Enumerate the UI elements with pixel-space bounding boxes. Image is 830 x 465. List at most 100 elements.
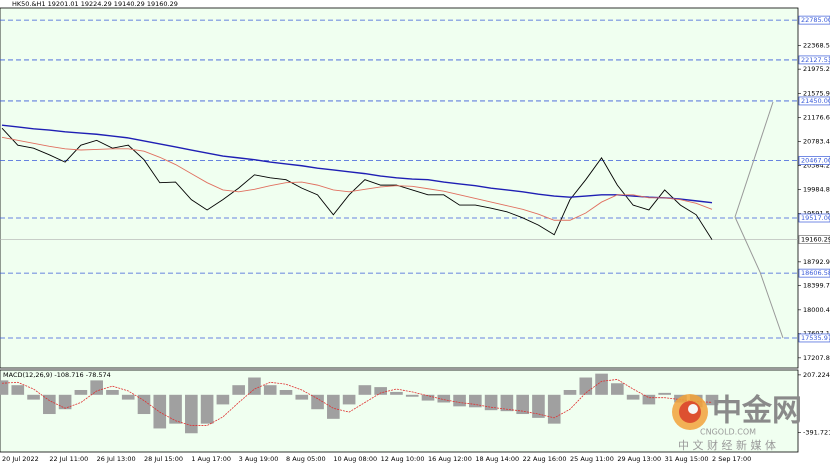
signal-line xyxy=(1,379,713,426)
histogram-bar xyxy=(705,394,719,406)
histogram-bar xyxy=(642,394,656,405)
projection-arrow xyxy=(734,101,774,218)
moving-average xyxy=(1,124,713,204)
histogram-bar xyxy=(342,394,356,405)
level-label: 17535.97 xyxy=(801,334,830,342)
histogram-bar xyxy=(137,394,151,415)
x-tick-label: 22 Jul 11:00 xyxy=(49,455,88,463)
histogram-bar xyxy=(121,394,135,400)
histogram-bar xyxy=(27,394,40,400)
histogram-bar xyxy=(232,385,245,395)
x-tick-label: 28 Jul 15:00 xyxy=(144,455,183,463)
x-tick-label: 29 Aug 13:00 xyxy=(617,455,661,463)
histogram-bar xyxy=(595,373,608,395)
histogram-bar xyxy=(11,385,25,395)
y-tick-label: 18792.95 xyxy=(803,258,830,266)
histogram-bar xyxy=(626,394,640,400)
histogram-bar xyxy=(263,385,277,395)
histogram-bar xyxy=(43,394,56,415)
level-label: 18606.58 xyxy=(801,269,830,277)
level-label-box xyxy=(798,268,830,278)
y-tick-label: 21975.25 xyxy=(803,65,830,73)
x-tick-label: 20 Jul 2022 xyxy=(2,455,39,463)
histogram-bar xyxy=(0,380,9,395)
y-tick-label: 17207.85 xyxy=(803,354,830,362)
level-label: 22785.00 xyxy=(801,16,830,24)
watermark: 中金网 CNGOLD.COM 中 文 财 经 新 媒 体 xyxy=(672,394,802,452)
logo-dot xyxy=(688,404,698,414)
level-label: 22127.53 xyxy=(801,56,830,64)
histogram-bar xyxy=(169,394,182,424)
histogram-bar xyxy=(453,394,466,407)
histogram-bar xyxy=(358,385,372,395)
last-price-label: 19160.29 xyxy=(801,236,830,244)
price-line xyxy=(1,127,713,240)
histogram-bar xyxy=(532,394,545,418)
x-tick-label: 31 Aug 15:00 xyxy=(665,455,709,463)
histogram-bar xyxy=(563,389,577,395)
histogram-bar xyxy=(390,391,403,395)
histogram-bar xyxy=(405,394,419,397)
histogram-bar xyxy=(658,392,671,395)
histogram-bar xyxy=(185,394,198,434)
x-tick-label: 1 Aug 17:00 xyxy=(191,455,231,463)
moving-average xyxy=(1,136,713,221)
level-label-box xyxy=(798,55,830,65)
projection-arrow xyxy=(734,216,784,339)
x-tick-label: 12 Aug 10:00 xyxy=(381,455,425,463)
x-tick-label: 26 Jul 13:00 xyxy=(97,455,136,463)
level-label-box xyxy=(798,15,830,25)
level-label-box xyxy=(798,333,830,343)
y-tick-label: 20783.40 xyxy=(803,137,830,145)
x-tick-label: 3 Aug 19:00 xyxy=(239,455,279,463)
histogram-bar xyxy=(516,394,529,415)
histogram-bar xyxy=(58,394,72,410)
y-tick-label: 19984.80 xyxy=(803,186,830,194)
histogram-bar xyxy=(374,387,387,395)
chart-title: HK50.&H1 19201.01 19224.29 19140.29 1916… xyxy=(12,0,178,8)
y-tick-label: 19591.55 xyxy=(803,209,830,217)
x-tick-label: 10 Aug 08:00 xyxy=(333,455,377,463)
histogram-bar xyxy=(90,380,103,395)
histogram-bar xyxy=(74,389,88,395)
level-label: 21450.00 xyxy=(801,97,830,105)
y-tick-label: 18399.70 xyxy=(803,282,830,290)
slogan: 中 文 财 经 新 媒 体 xyxy=(678,438,776,452)
y-tick-label: 20384.20 xyxy=(803,161,830,169)
x-tick-label: 22 Aug 16:00 xyxy=(523,455,567,463)
histogram-bar xyxy=(437,394,451,403)
plot-background xyxy=(0,7,799,369)
histogram-bar xyxy=(279,389,293,395)
level-label: 20467.00 xyxy=(801,156,830,164)
panel-title: MACD(12,26,9) -108.716 -78.574 xyxy=(3,371,111,379)
x-tick-label: 8 Aug 05:00 xyxy=(286,455,326,463)
histogram-bar xyxy=(611,383,624,395)
histogram-bar xyxy=(106,389,119,395)
y-tick-label: 18000.40 xyxy=(803,306,830,314)
histogram-bar xyxy=(216,394,230,405)
x-tick-label: 18 Aug 14:00 xyxy=(475,455,519,463)
histogram-bar xyxy=(327,394,340,419)
y-tick-label: 207.224 xyxy=(803,371,830,379)
histogram-bar xyxy=(500,394,514,412)
x-tick-label: 16 Aug 12:00 xyxy=(428,455,472,463)
histogram-bar xyxy=(248,377,261,395)
level-label-box xyxy=(798,213,830,223)
histogram-bar xyxy=(579,377,593,395)
y-tick-label: 22368.50 xyxy=(803,41,830,49)
level-label-box xyxy=(798,96,830,106)
histogram-bar xyxy=(295,394,309,400)
histogram-bar xyxy=(311,394,324,410)
plot-background xyxy=(0,369,799,453)
y-tick-label: 21575.95 xyxy=(803,89,830,97)
x-tick-label: 2 Sep 17:00 xyxy=(712,455,751,463)
y-tick-label: -391.721 xyxy=(803,428,830,436)
histogram-bar xyxy=(200,394,214,424)
site: CNGOLD.COM xyxy=(700,428,756,437)
level-label: 19517.00 xyxy=(801,214,830,222)
histogram-bar xyxy=(547,394,561,424)
histogram-bar xyxy=(484,394,498,411)
last-price-box xyxy=(798,235,830,244)
y-tick-label: 21176.65 xyxy=(803,114,830,122)
